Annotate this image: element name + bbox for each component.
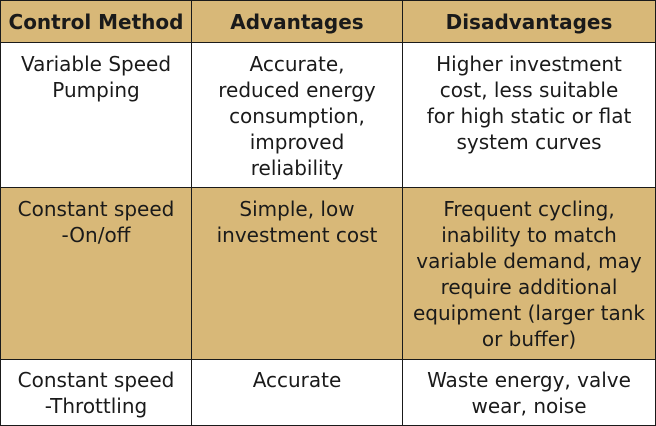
cell-advantages: Simple, low investment cost	[191, 187, 403, 360]
cell-text: Accurate, reduced energy consumption, im…	[218, 52, 376, 180]
cell-disadvantages: Frequent cycling, inability to match var…	[402, 187, 656, 360]
table-row: Constant speed -On/off Simple, low inves…	[0, 187, 656, 360]
cell-method: Variable Speed Pumping	[0, 42, 192, 188]
cell-advantages: Accurate, reduced energy consumption, im…	[191, 42, 403, 188]
cell-text: Accurate	[252, 368, 342, 392]
cell-text: Waste energy, valve wear, noise	[427, 368, 631, 418]
cell-text: Higher investment cost, less suitable fo…	[426, 52, 632, 154]
cell-disadvantages: Waste energy, valve wear, noise	[402, 359, 656, 426]
table-row: Variable Speed Pumping Accurate, reduced…	[0, 42, 656, 188]
header-disadvantages: Disadvantages	[402, 0, 656, 43]
cell-text: Simple, low investment cost	[216, 197, 378, 247]
table-header-row: Control Method Advantages Disadvantages	[0, 0, 656, 43]
cell-text: Frequent cycling, inability to match var…	[412, 197, 645, 351]
cell-disadvantages: Higher investment cost, less suitable fo…	[402, 42, 656, 188]
header-advantages: Advantages	[191, 0, 403, 43]
cell-method: Constant speed -Throttling	[0, 359, 192, 426]
cell-text: Constant speed -Throttling	[17, 368, 175, 418]
table-row: Constant speed -Throttling Accurate Wast…	[0, 359, 656, 426]
cell-text: Variable Speed Pumping	[20, 52, 172, 102]
cell-text: Constant speed -On/off	[17, 197, 175, 247]
cell-method: Constant speed -On/off	[0, 187, 192, 360]
header-control-method: Control Method	[0, 0, 192, 43]
cell-advantages: Accurate	[191, 359, 403, 426]
